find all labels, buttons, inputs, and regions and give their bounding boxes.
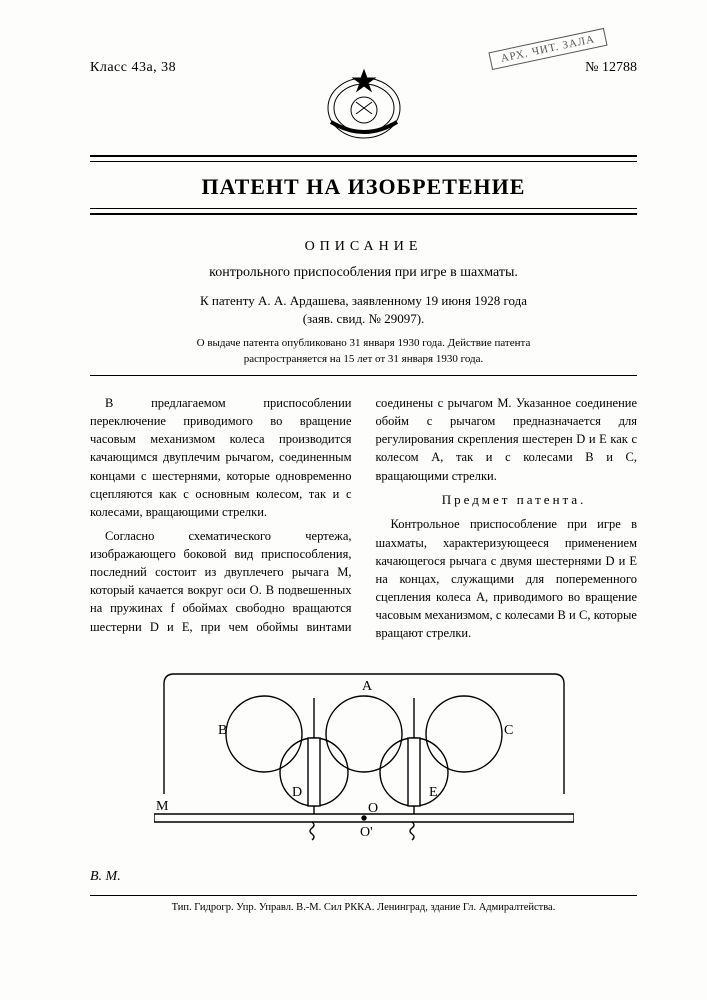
rule-bottom	[90, 208, 637, 215]
footer-rule	[90, 895, 637, 896]
patent-number: № 12788	[585, 60, 637, 76]
fig-label-A: A	[362, 679, 373, 694]
state-emblem	[90, 66, 637, 147]
publication-note-2: распространяется на 15 лет от 31 января …	[90, 353, 637, 365]
claim-heading: Предмет патента.	[376, 491, 638, 510]
patent-no-prefix: №	[585, 60, 598, 75]
fig-label-O: O	[368, 801, 378, 816]
fig-label-B: B	[218, 723, 227, 738]
description-heading: ОПИСАНИЕ	[90, 239, 637, 255]
fig-label-M: M	[156, 799, 169, 814]
fig-label-D: D	[292, 785, 302, 800]
publication-note-1: О выдаче патента опубликовано 31 января …	[90, 337, 637, 349]
body-columns: В предлагаемом приспособлении переключен…	[90, 394, 637, 642]
imprint: Тип. Гидрогр. Упр. Управл. В.-М. Сил РКК…	[90, 902, 637, 913]
description-subtitle: контрольного приспособления при игре в ш…	[90, 265, 637, 281]
application-line: (заяв. свид. № 29097).	[90, 311, 637, 327]
patent-page: АРХ. ЧИТ. ЗАЛА Класс 43а, 38 № 12788 ПАТ…	[0, 0, 707, 1000]
patent-no-value: 12788	[602, 60, 637, 75]
footer-initials: В. М.	[90, 869, 637, 885]
fig-label-Oprime: O'	[360, 825, 373, 840]
class-label: Класс 43а, 38	[90, 60, 176, 76]
claim-text: Контрольное приспособление при игре в ша…	[376, 515, 638, 642]
body-p1: В предлагаемом приспособлении переключен…	[90, 394, 352, 521]
fig-label-C: C	[504, 723, 513, 738]
fig-label-E: E	[429, 785, 438, 800]
applicant-line: К патенту А. А. Ардашева, заявленному 19…	[90, 293, 637, 309]
figure: A B C D E M O O'	[90, 664, 637, 859]
main-title: ПАТЕНТ НА ИЗОБРЕТЕНИЕ	[90, 174, 637, 200]
separator-rule	[90, 375, 637, 376]
rule-top	[90, 155, 637, 162]
